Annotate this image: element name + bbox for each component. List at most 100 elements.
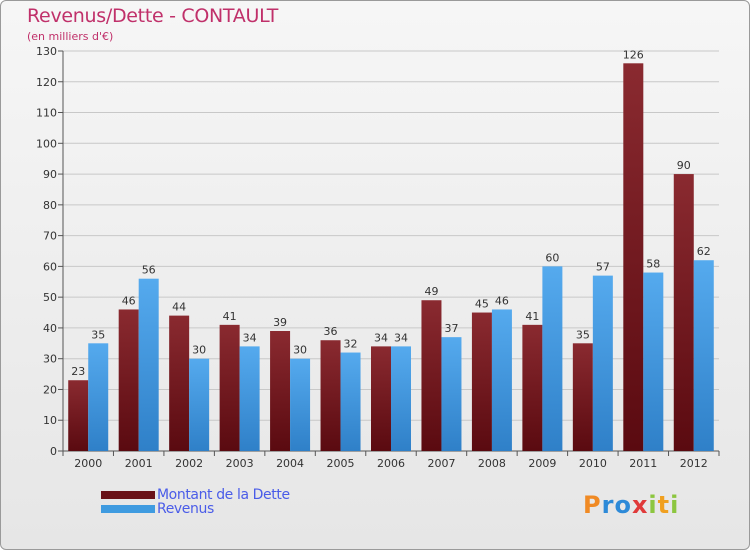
x-tick-label: 2007 (427, 457, 455, 470)
x-tick-label: 2010 (579, 457, 607, 470)
data-label: 23 (71, 365, 85, 378)
logo-letter: r (601, 491, 615, 519)
x-tick-label: 2000 (74, 457, 102, 470)
bar-debt (471, 312, 492, 451)
x-tick-label: 2001 (125, 457, 153, 470)
data-label: 30 (192, 344, 206, 357)
data-label: 46 (495, 294, 509, 307)
proxiti-logo: Proxiti (583, 491, 679, 519)
legend-swatch-debt (101, 491, 155, 499)
y-tick-label: 100 (36, 137, 57, 150)
bar-revenus (693, 260, 714, 451)
data-label: 45 (475, 298, 489, 311)
bar-debt (572, 343, 593, 451)
x-tick-label: 2012 (680, 457, 708, 470)
bar-debt (421, 300, 442, 451)
x-tick-label: 2006 (377, 457, 405, 470)
x-tick-label: 2004 (276, 457, 304, 470)
data-label: 44 (172, 301, 186, 314)
y-tick-label: 30 (43, 353, 57, 366)
bar-revenus (88, 343, 109, 451)
chart-title: Revenus/Dette - CONTAULT (27, 5, 279, 27)
y-tick-label: 70 (43, 230, 57, 243)
chart-subtitle: (en milliers d'€) (27, 30, 114, 43)
bar-revenus (290, 358, 311, 451)
logo-letter: P (583, 491, 602, 519)
axes: 0 10 20 30 40 50 60 70 80 90 100 110 120 130 2000 2001 2… (36, 45, 720, 470)
bar-debt (623, 63, 644, 452)
logo-letter: x (631, 491, 649, 519)
bar-revenus (592, 275, 613, 451)
y-tick-label: 90 (43, 168, 57, 181)
data-label: 32 (344, 338, 358, 351)
data-label: 60 (545, 251, 559, 264)
x-tick-label: 2005 (327, 457, 355, 470)
y-tick-label: 120 (36, 76, 57, 89)
x-tick-label: 2002 (175, 457, 203, 470)
y-tick-label: 20 (43, 383, 57, 396)
data-label: 57 (596, 261, 610, 274)
data-label: 36 (324, 325, 338, 338)
bar-debt (673, 174, 694, 452)
y-tick-label: 0 (50, 445, 57, 458)
logo-letter: i (670, 491, 680, 519)
x-tick-label: 2008 (478, 457, 506, 470)
legend-item-revenus: Revenus (101, 501, 214, 517)
bar-revenus (138, 278, 159, 451)
bar-revenus (441, 337, 462, 451)
data-label: 39 (273, 316, 287, 329)
bar-revenus (189, 358, 210, 451)
bar-revenus (491, 309, 512, 451)
legend-label-revenus: Revenus (157, 501, 214, 517)
bar-debt (371, 346, 391, 451)
bar-debt (68, 380, 89, 451)
data-label: 58 (646, 258, 660, 271)
data-label: 30 (293, 344, 307, 357)
logo-letter: i (648, 491, 658, 519)
data-label: 34 (394, 331, 408, 344)
y-tick-label: 10 (43, 414, 57, 427)
data-label: 35 (576, 328, 590, 341)
x-tick-label: 2009 (528, 457, 556, 470)
y-tick-label: 60 (43, 260, 57, 273)
bar-revenus (340, 352, 361, 451)
data-label: 41 (525, 310, 539, 323)
data-label: 34 (243, 331, 257, 344)
x-tick-label: 2003 (226, 457, 254, 470)
bar-revenus (391, 346, 411, 451)
x-tick-label: 2011 (629, 457, 657, 470)
data-label: 34 (374, 331, 388, 344)
data-label: 41 (223, 310, 237, 323)
bar-debt (219, 324, 240, 451)
data-labels: 23 35 46 56 44 30 41 34 39 30 36 32 34 34 49 37 45 46 41 60… (71, 48, 711, 378)
bar-revenus (239, 346, 260, 451)
data-label: 90 (677, 159, 691, 172)
bar-debt (270, 331, 291, 451)
legend-swatch-revenus (101, 505, 155, 513)
bar-revenus (542, 266, 563, 451)
y-tick-label: 110 (36, 107, 57, 120)
data-label: 37 (444, 322, 458, 335)
legend-item-debt: Montant de la Dette (101, 487, 290, 503)
data-label: 35 (91, 328, 105, 341)
data-label: 46 (122, 294, 136, 307)
data-label: 62 (697, 245, 711, 258)
bar-debt (169, 315, 190, 451)
y-tick-label: 80 (43, 199, 57, 212)
bar-debt (522, 324, 543, 451)
y-tick-label: 130 (36, 45, 57, 58)
bar-revenus (643, 272, 664, 451)
y-tick-label: 50 (43, 291, 57, 304)
logo-letter: t (657, 491, 671, 519)
bar-debt (118, 309, 139, 451)
bar-debt (320, 340, 341, 451)
data-label: 126 (623, 48, 644, 61)
data-label: 49 (424, 285, 438, 298)
data-label: 56 (142, 264, 156, 277)
legend-label-debt: Montant de la Dette (157, 487, 290, 503)
y-tick-label: 40 (43, 322, 57, 335)
bars (68, 63, 714, 452)
logo-letter: o (614, 491, 632, 519)
